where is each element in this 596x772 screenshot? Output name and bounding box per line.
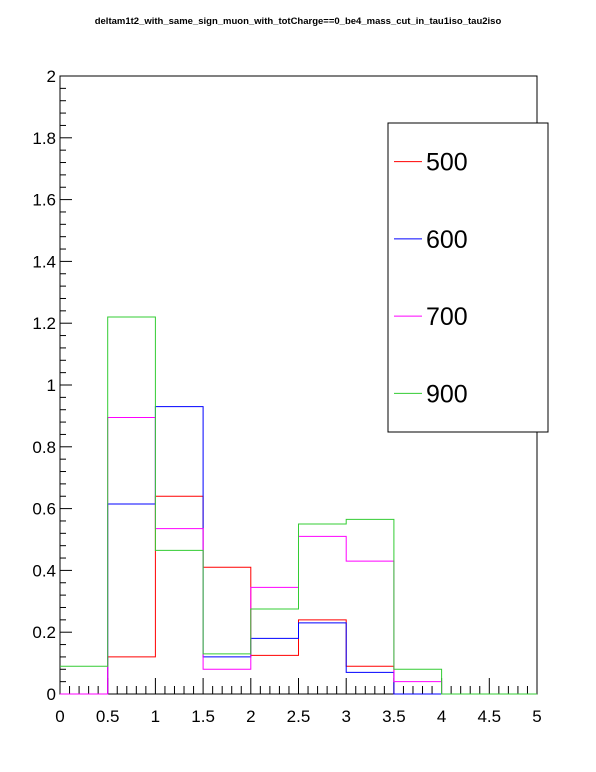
y-tick-label: 1.8	[32, 129, 56, 148]
x-tick-label: 5	[532, 707, 541, 726]
legend-label-900: 900	[426, 380, 468, 408]
legend-label-600: 600	[426, 226, 468, 254]
y-tick-label: 1	[47, 376, 56, 395]
y-tick-label: 0.8	[32, 438, 56, 457]
legend-label-500: 500	[426, 149, 468, 177]
x-tick-label: 0	[55, 707, 64, 726]
x-tick-label: 0.5	[96, 707, 120, 726]
series-group	[60, 316, 537, 695]
series-line-900	[60, 316, 537, 695]
y-tick-label: 0.4	[32, 561, 56, 580]
y-tick-label: 2	[47, 67, 56, 86]
legend: 500 600 700 900	[387, 122, 549, 433]
x-tick-label: 3	[341, 707, 350, 726]
x-tick-label: 1	[151, 707, 160, 726]
chart-title: deltam1t2_with_same_sign_muon_with_totCh…	[94, 16, 502, 27]
y-tick-label: 0	[47, 685, 56, 704]
x-tick-label: 4	[437, 707, 446, 726]
x-tick-label: 2	[246, 707, 255, 726]
legend-box	[387, 122, 549, 433]
series-line-600	[60, 406, 537, 695]
y-tick-label: 1.6	[32, 191, 56, 210]
legend-label-700: 700	[426, 303, 468, 331]
x-tick-label: 4.5	[477, 707, 501, 726]
y-tick-label: 0.2	[32, 623, 56, 642]
x-tick-label: 3.5	[382, 707, 406, 726]
y-tick-label: 1.2	[32, 314, 56, 333]
x-tick-label: 2.5	[287, 707, 311, 726]
y-tick-label: 1.4	[32, 252, 56, 271]
y-tick-label: 0.6	[32, 500, 56, 519]
x-tick-label: 1.5	[191, 707, 215, 726]
axes-group: 0 0.2 0.4 0.6 0.8 1 1.2 1.4 1.6 1.8 2 0 0.5 1 1.5 2 2.5 3…	[32, 67, 541, 726]
